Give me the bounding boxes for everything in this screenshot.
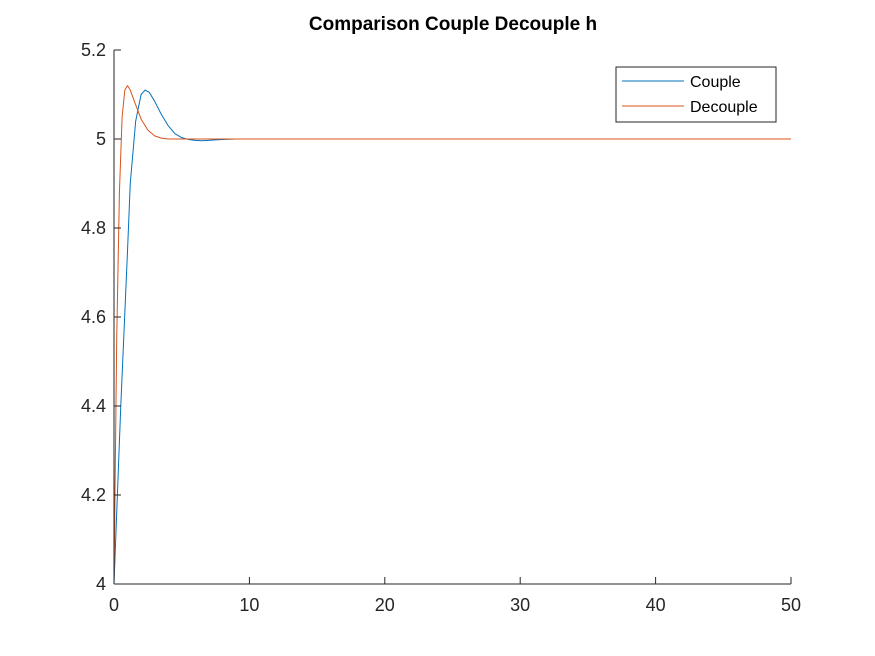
y-tick-label: 4.6: [81, 307, 106, 327]
legend-label-decouple: Decouple: [690, 99, 758, 116]
y-tick-label: 5.2: [81, 40, 106, 60]
y-tick-label: 4.4: [81, 396, 106, 416]
x-tick-label: 20: [375, 595, 395, 615]
x-tick-label: 0: [109, 595, 119, 615]
y-tick-label: 4.2: [81, 485, 106, 505]
x-tick-label: 50: [781, 595, 801, 615]
x-tick-label: 40: [646, 595, 666, 615]
chart-title: Comparison Couple Decouple h: [309, 14, 597, 35]
x-tick-label: 30: [510, 595, 530, 615]
y-tick-label: 5: [96, 129, 106, 149]
y-tick-label: 4.8: [81, 218, 106, 238]
series-line-couple: [113, 89, 791, 585]
x-tick-label: 10: [239, 595, 259, 615]
y-tick-label: 4: [96, 574, 106, 594]
series-layer: [113, 85, 791, 585]
legend-box: [615, 66, 777, 123]
legend: Couple Decouple: [615, 66, 777, 123]
axes: 0 10 20 30 40 50 4 4.2 4.4 4.6 4.8 5 5.2: [81, 40, 801, 615]
series-line-decouple: [113, 85, 791, 585]
legend-label-couple: Couple: [690, 74, 741, 91]
